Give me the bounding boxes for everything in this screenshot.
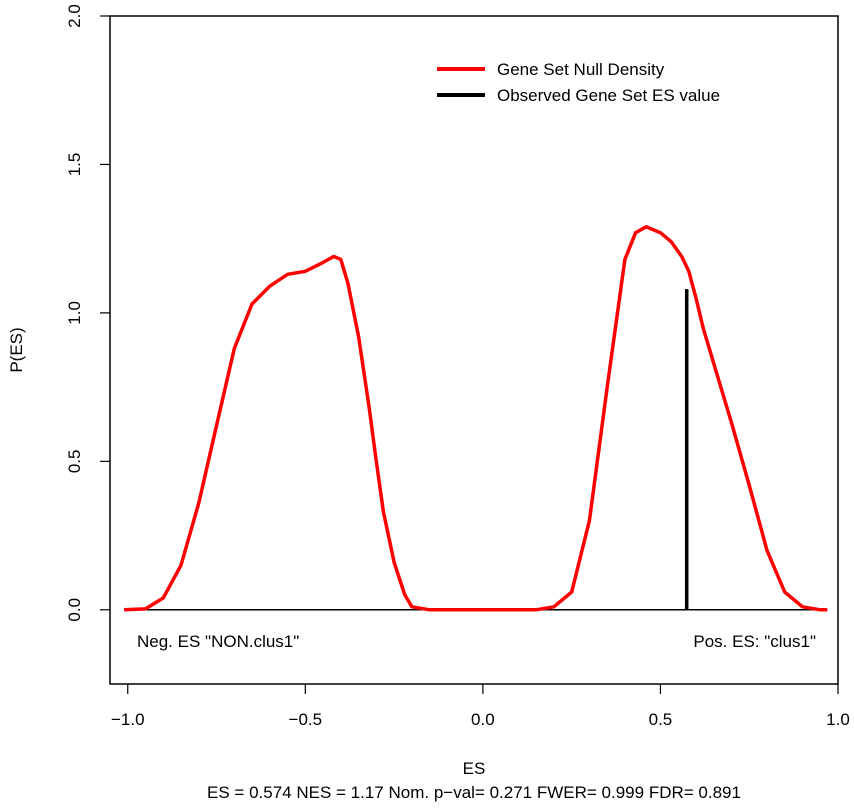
null-density-curve xyxy=(124,225,828,612)
plot-frame xyxy=(109,15,839,685)
x-tick-label: −0.5 xyxy=(289,710,323,729)
x-axis: −1.0 −0.5 0.0 0.5 1.0 xyxy=(111,684,850,729)
x-tick-label: 0.5 xyxy=(649,710,673,729)
y-tick-label: 1.0 xyxy=(65,301,84,325)
x-tick-label: −1.0 xyxy=(111,710,145,729)
x-tick-label: 1.0 xyxy=(826,710,850,729)
stats-subtitle: ES = 0.574 NES = 1.17 Nom. p−val= 0.271 … xyxy=(207,783,741,802)
x-axis-title: ES xyxy=(463,759,486,778)
y-tick-label: 0.0 xyxy=(65,598,84,622)
y-axis: 0.0 0.5 1.0 1.5 2.0 xyxy=(65,4,110,622)
series-layer xyxy=(124,225,828,612)
x-tick-label: 0.0 xyxy=(471,710,495,729)
legend-label: Observed Gene Set ES value xyxy=(497,86,720,105)
y-tick-label: 0.5 xyxy=(65,450,84,474)
neg-es-annotation: Neg. ES "NON.clus1" xyxy=(137,632,299,651)
y-axis-title: P(ES) xyxy=(7,327,26,372)
legend-label: Gene Set Null Density xyxy=(497,60,665,79)
y-tick-label: 1.5 xyxy=(65,153,84,177)
y-tick-label: 2.0 xyxy=(65,4,84,28)
legend: Gene Set Null Density Observed Gene Set E… xyxy=(437,60,720,105)
pos-es-annotation: Pos. ES: "clus1" xyxy=(693,632,816,651)
